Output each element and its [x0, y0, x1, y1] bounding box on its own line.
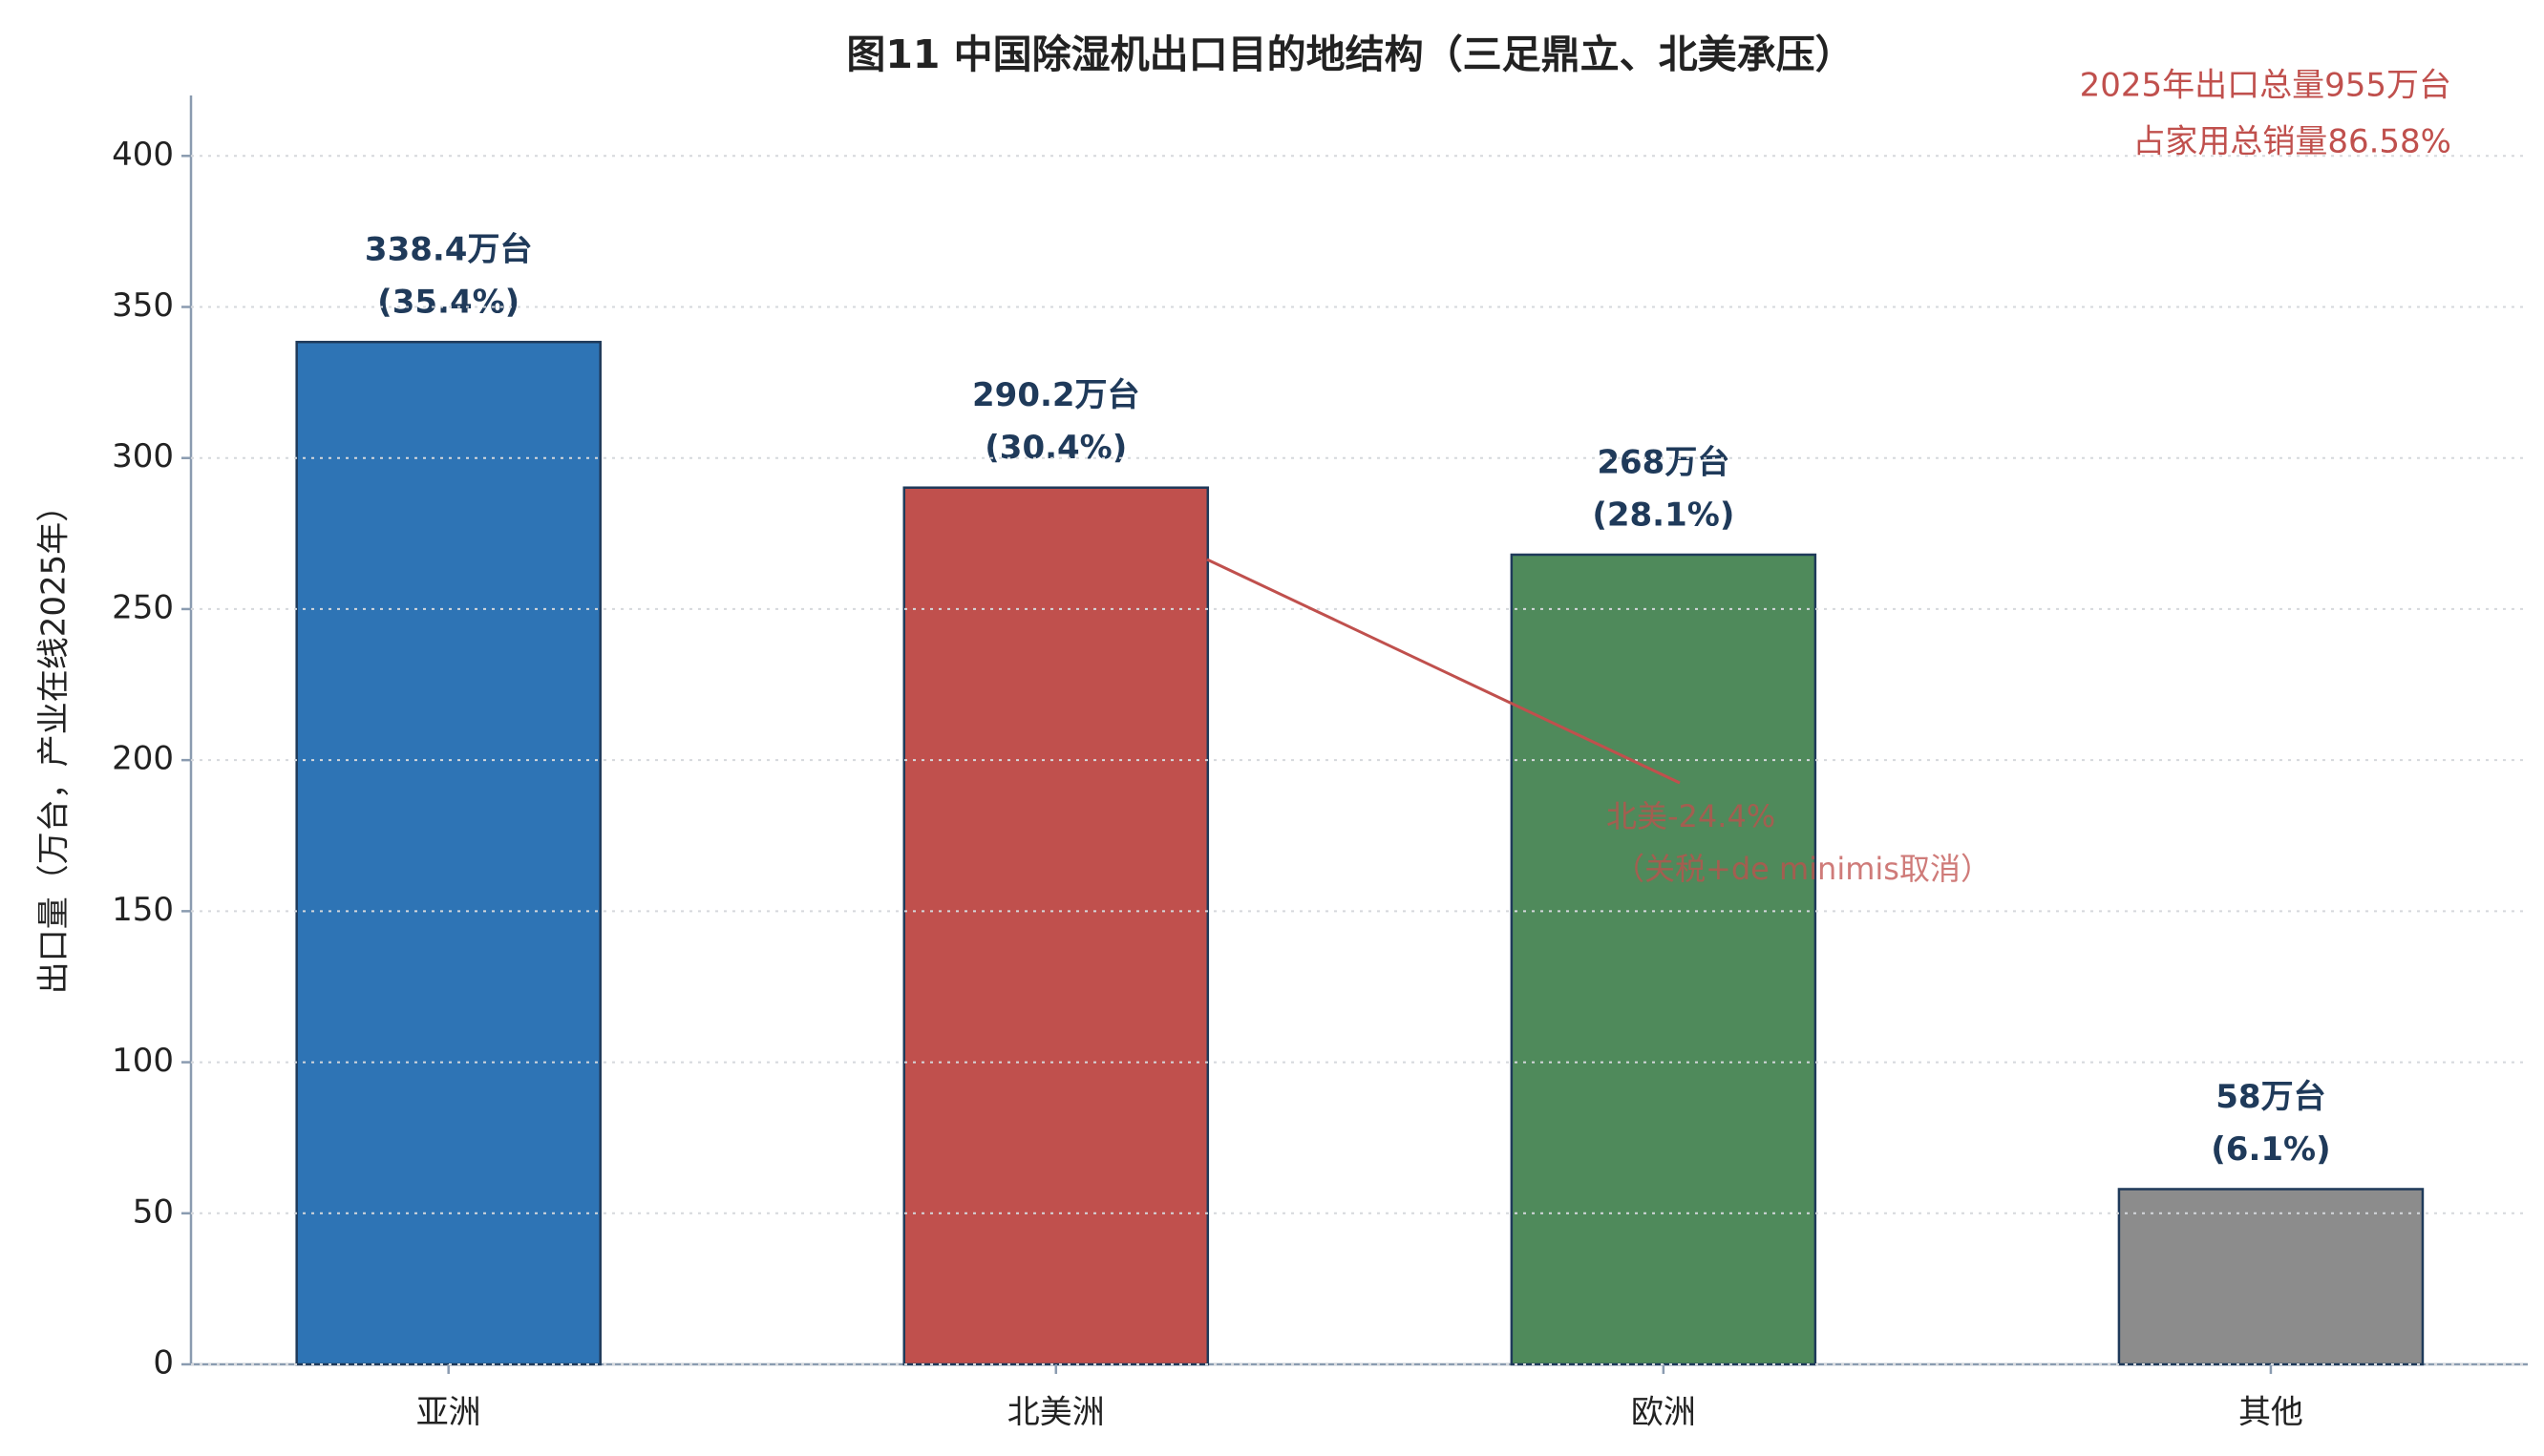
- value-label: 338.4万台: [365, 231, 533, 269]
- y-tick-label: 200: [112, 740, 174, 778]
- x-tick-label: 其他: [2238, 1394, 2303, 1432]
- x-tick-label: 欧洲: [1631, 1394, 1696, 1432]
- value-label: 268万台: [1597, 443, 1729, 481]
- y-tick-label: 0: [153, 1344, 174, 1382]
- share-label: (28.1%): [1592, 496, 1734, 534]
- y-tick-label: 150: [112, 891, 174, 929]
- y-tick-label: 300: [112, 437, 174, 475]
- y-tick-label: 350: [112, 286, 174, 325]
- annotation-line: [1206, 558, 1681, 785]
- share-label: (35.4%): [377, 284, 519, 322]
- y-tick-label: 100: [112, 1042, 174, 1080]
- value-label: 290.2万台: [972, 376, 1140, 414]
- y-tick-label: 250: [112, 588, 174, 626]
- share-label: (6.1%): [2211, 1130, 2330, 1169]
- x-tick-label: 亚洲: [416, 1394, 481, 1432]
- y-tick-label: 400: [112, 136, 174, 174]
- annotation: （关税+de minimis取消）: [1614, 851, 1991, 887]
- value-label: 58万台: [2215, 1078, 2325, 1116]
- bar: [2117, 1188, 2425, 1366]
- share-label: (30.4%): [985, 429, 1127, 467]
- chart-title: 图11 中国除湿机出口目的地结构（三足鼎立、北美承压）: [846, 32, 1854, 77]
- summary-note: 2025年出口总量955万台: [2080, 67, 2451, 105]
- annotation: 北美-24.4%: [1606, 798, 1775, 834]
- x-tick-label: 北美洲: [1007, 1394, 1105, 1432]
- bar: [295, 340, 602, 1366]
- y-tick-label: 50: [133, 1192, 174, 1231]
- y-axis-label: 出口量（万台，产业在线2025年）: [35, 490, 74, 995]
- bar: [902, 486, 1210, 1366]
- summary-note: 占家用总销量86.58%: [2132, 123, 2451, 161]
- bar: [1510, 553, 1817, 1366]
